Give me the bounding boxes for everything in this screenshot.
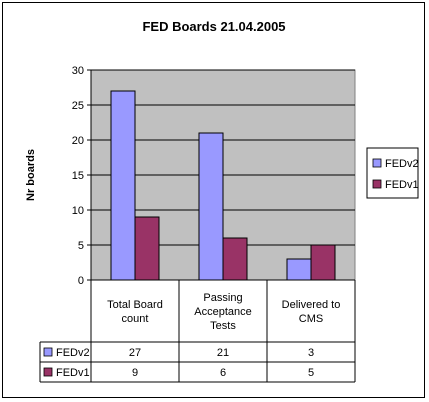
legend: FEDv2 FEDv1: [366, 147, 419, 199]
bar-fedv2-2: [286, 258, 312, 281]
legend-swatch: [372, 158, 382, 168]
y-axis-label: Nr boards: [25, 149, 37, 201]
y-tick-label: 30: [72, 65, 84, 77]
table-value: 9: [132, 367, 138, 379]
category-label: Passing Acceptance Tests: [194, 292, 251, 332]
legend-label: FEDv2: [385, 158, 419, 170]
table-series-name: FEDv1: [56, 367, 90, 379]
bars: [110, 90, 336, 281]
y-tick-label: 20: [72, 135, 84, 147]
table-value: 21: [217, 347, 229, 359]
legend-label: FEDv1: [385, 179, 419, 191]
chart-title: FED Boards 21.04.2005: [142, 19, 285, 34]
table-series-name: FEDv2: [56, 347, 90, 359]
data-table: Total Board count Passing Acceptance Tests De…: [39, 279, 356, 383]
table-legend-key: [43, 367, 53, 377]
legend-swatch: [372, 179, 382, 189]
y-tick-label: 0: [78, 275, 84, 287]
table-value: 6: [220, 367, 226, 379]
bar-fedv1-2: [310, 244, 336, 281]
bar-fedv1-0: [134, 216, 160, 281]
legend-box: [366, 147, 419, 199]
y-tick-labels: 0 5 10 15 20 25 30: [72, 65, 91, 287]
table-value: 3: [308, 347, 314, 359]
table-value: 27: [129, 347, 141, 359]
bar-fedv1-1: [222, 237, 248, 281]
category-label: Delivered to CMS: [282, 299, 341, 325]
bar-fedv2-1: [198, 132, 224, 281]
table-value: 5: [308, 367, 314, 379]
y-tick-label: 15: [72, 170, 84, 182]
y-tick-label: 5: [78, 240, 84, 252]
bar-fedv2-0: [110, 90, 136, 281]
category-label: Total Board count: [107, 299, 163, 325]
y-tick-label: 10: [72, 205, 84, 217]
y-tick-label: 25: [72, 100, 84, 112]
table-legend-key: [43, 347, 53, 357]
